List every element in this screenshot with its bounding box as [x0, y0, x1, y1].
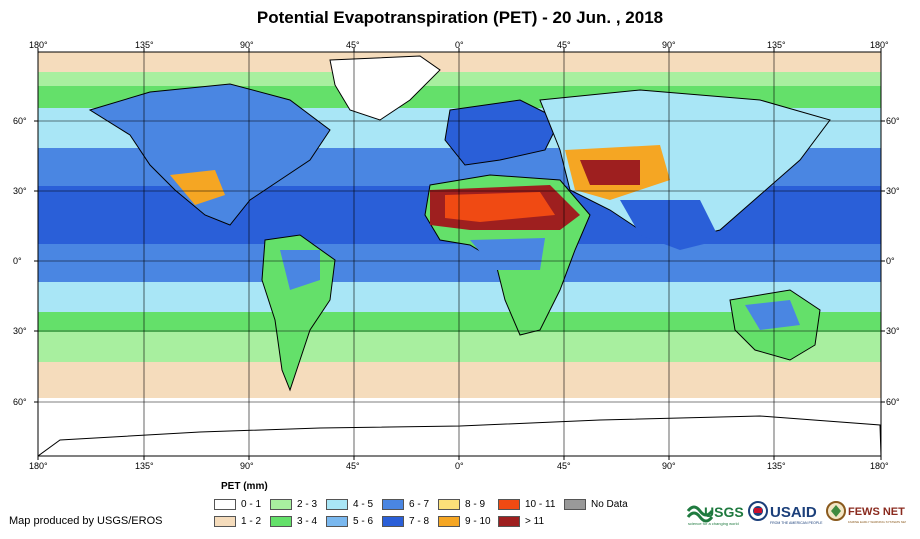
- legend-label: 6 - 7: [409, 499, 430, 510]
- lon-label-bottom-0: 0°: [455, 461, 464, 471]
- legend-swatch: [564, 499, 586, 510]
- lon-label-top-180e: 180°: [870, 40, 889, 50]
- legend-label: No Data: [591, 499, 628, 510]
- frame-ticks: [34, 48, 885, 460]
- fews-net-logo: FEWS NET FAMINE EARLY WARNING SYSTEMS NE…: [826, 501, 906, 524]
- fews-net-logo-text: FEWS NET: [848, 506, 905, 518]
- lat-label-left-60s: 60°: [13, 397, 27, 407]
- lat-label-right-30s: 30°: [886, 326, 900, 336]
- map-title: Potential Evapotranspiration (PET) - 20 …: [256, 8, 664, 27]
- legend-swatch: [270, 516, 292, 527]
- lat-label-left-60n: 60°: [13, 116, 27, 126]
- legend-label: 1 - 2: [241, 516, 262, 527]
- lon-label-top-45e: 45°: [557, 40, 571, 50]
- legend-swatch: [214, 516, 236, 527]
- legend-item-6-7: 6 - 7: [382, 498, 429, 511]
- lon-label-bottom-135w: 135°: [135, 461, 154, 471]
- lon-label-top-90w: 90°: [240, 40, 254, 50]
- legend-item-4-5: 4 - 5: [326, 498, 373, 511]
- lat-label-right-0: 0°: [886, 256, 895, 266]
- lon-label-bottom-90w: 90°: [240, 461, 254, 471]
- lon-label-bottom-135e: 135°: [767, 461, 786, 471]
- lat-label-right-60n: 60°: [886, 116, 900, 126]
- legend-swatch: [438, 516, 460, 527]
- legend-swatch: [382, 499, 404, 510]
- legend-label: > 11: [525, 516, 544, 527]
- legend-item-no-data: No Data: [564, 498, 628, 511]
- lon-label-bottom-180w: 180°: [29, 461, 48, 471]
- legend-label: 8 - 9: [465, 499, 486, 510]
- legend-item-8-9: 8 - 9: [438, 498, 485, 511]
- legend-swatch: [270, 499, 292, 510]
- lat-label-left-0: 0°: [13, 256, 22, 266]
- usgs-logo: USGS science for a changing world: [686, 504, 744, 526]
- usaid-tagline: FROM THE AMERICAN PEOPLE: [770, 521, 823, 525]
- legend-label: 2 - 3: [297, 499, 318, 510]
- legend-swatch: [498, 499, 520, 510]
- legend-item-9-10: 9 - 10: [438, 515, 491, 528]
- lon-label-bottom-90e: 90°: [662, 461, 676, 471]
- legend-swatch: [438, 499, 460, 510]
- legend-swatch: [498, 516, 520, 527]
- legend-swatch: [382, 516, 404, 527]
- lon-label-top-135e: 135°: [767, 40, 786, 50]
- lat-label-left-30s: 30°: [13, 326, 27, 336]
- legend-item-1-2: 1 - 2: [214, 515, 261, 528]
- legend-item-3-4: 3 - 4: [270, 515, 317, 528]
- legend-label: 7 - 8: [409, 516, 430, 527]
- legend-swatch: [326, 499, 348, 510]
- legend-label: 5 - 6: [353, 516, 374, 527]
- usgs-logo-text: USGS: [704, 504, 744, 520]
- legend-item-gt-11: > 11: [498, 515, 544, 528]
- legend-title: PET (mm): [221, 481, 268, 492]
- usaid-logo: USAID FROM THE AMERICAN PEOPLE: [748, 501, 823, 525]
- lon-label-bottom-180e: 180°: [870, 461, 889, 471]
- lon-label-bottom-45e: 45°: [557, 461, 571, 471]
- usaid-logo-text: USAID: [770, 504, 817, 521]
- legend-label: 4 - 5: [353, 499, 374, 510]
- legend-label: 3 - 4: [297, 516, 318, 527]
- legend-label: 0 - 1: [241, 499, 262, 510]
- lat-label-right-60s: 60°: [886, 397, 900, 407]
- lon-label-top-90e: 90°: [662, 40, 676, 50]
- legend-label: 10 - 11: [525, 499, 556, 510]
- legend-item-5-6: 5 - 6: [326, 515, 373, 528]
- legend-item-0-1: 0 - 1: [214, 498, 261, 511]
- lon-label-top-45w: 45°: [346, 40, 360, 50]
- graticule: [38, 52, 881, 456]
- fews-net-tagline: FAMINE EARLY WARNING SYSTEMS NETWORK: [848, 520, 906, 524]
- lon-label-top-135w: 135°: [135, 40, 154, 50]
- map-credit: Map produced by USGS/EROS: [9, 515, 163, 527]
- lat-label-left-30n: 30°: [13, 186, 27, 196]
- lat-label-right-30n: 30°: [886, 186, 900, 196]
- legend-item-2-3: 2 - 3: [270, 498, 317, 511]
- lon-label-top-0: 0°: [455, 40, 464, 50]
- legend-label: 9 - 10: [465, 516, 491, 527]
- map-field: [38, 52, 881, 456]
- legend-item-10-11: 10 - 11: [498, 498, 555, 511]
- lon-label-bottom-45w: 45°: [346, 461, 360, 471]
- legend-item-7-8: 7 - 8: [382, 515, 429, 528]
- usgs-tagline: science for a changing world: [688, 521, 739, 526]
- legend-swatch: [326, 516, 348, 527]
- legend-swatch: [214, 499, 236, 510]
- lon-label-top-180w: 180°: [29, 40, 48, 50]
